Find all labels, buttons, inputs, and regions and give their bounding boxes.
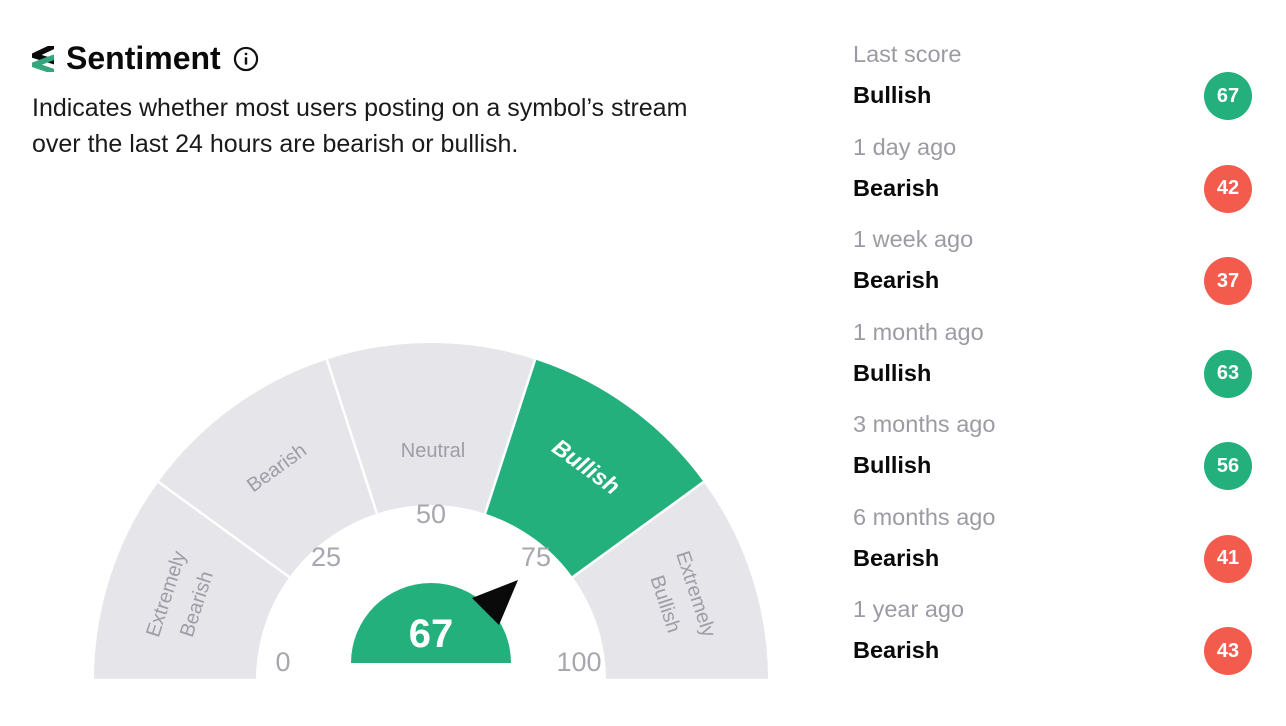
svg-text:0: 0 — [275, 647, 290, 677]
svg-text:50: 50 — [416, 499, 446, 529]
svg-text:67: 67 — [409, 612, 454, 656]
svg-text:Neutral: Neutral — [401, 440, 465, 462]
svg-text:25: 25 — [311, 542, 341, 572]
svg-text:100: 100 — [556, 647, 601, 677]
svg-text:75: 75 — [521, 542, 551, 572]
